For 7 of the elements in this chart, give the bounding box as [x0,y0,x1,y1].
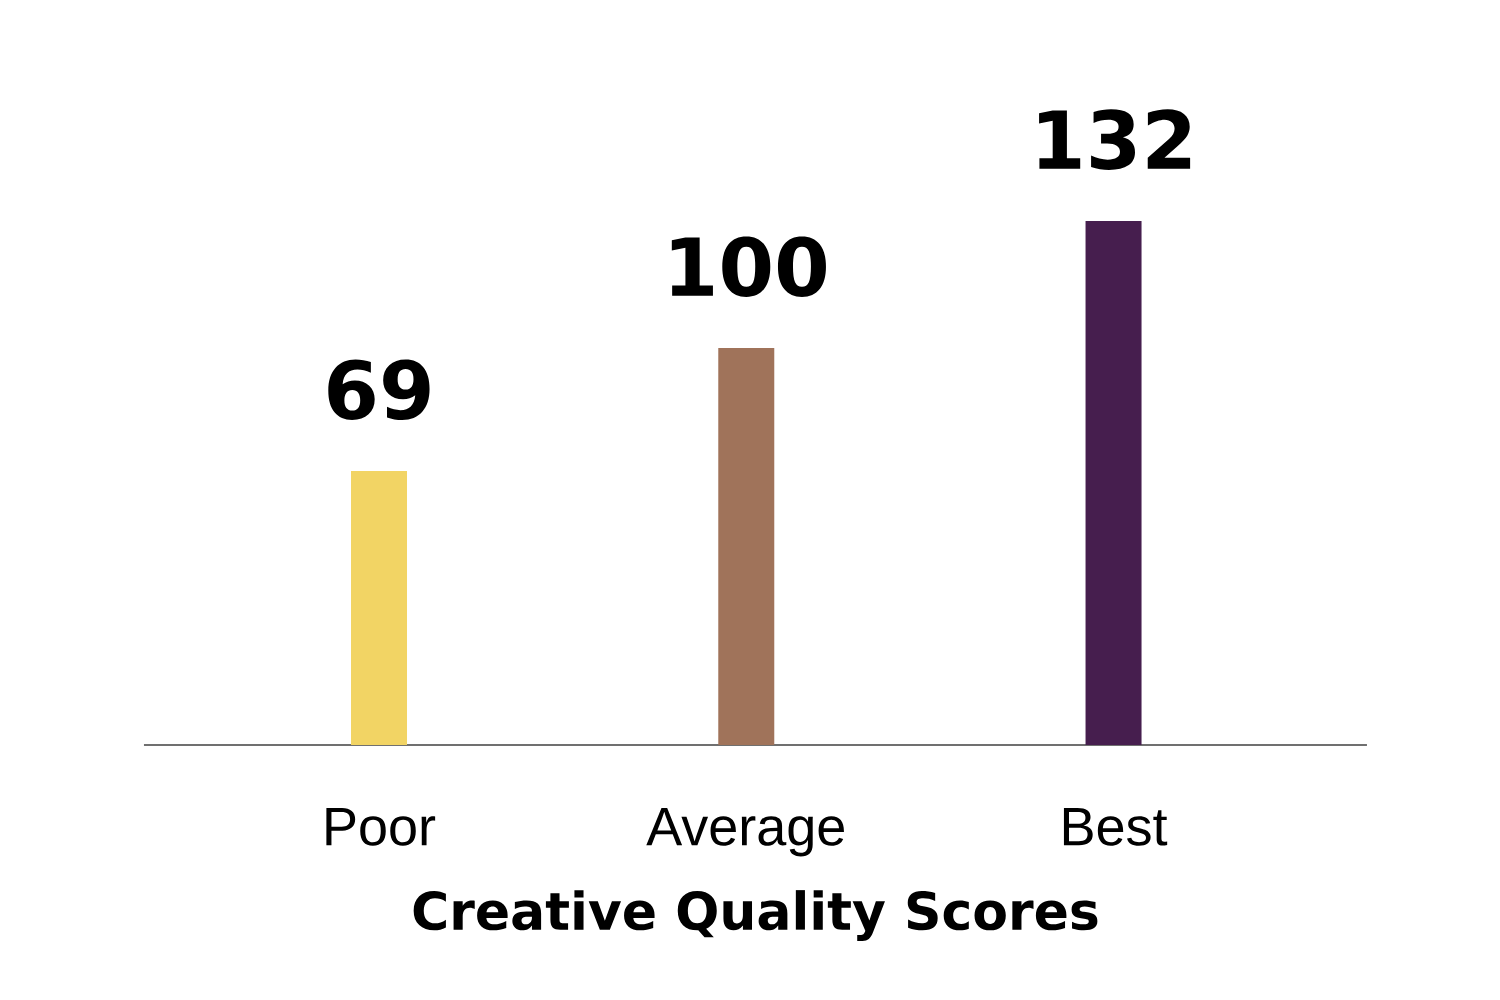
data-label: 132 [1039,109,1191,170]
data-label: 100 [671,236,826,297]
x-axis-title: Creative Quality Scores [413,890,1098,941]
x-tick-label: Average [646,808,844,857]
x-tick-label: Best [1063,808,1168,846]
data-label: 69 [328,359,430,420]
x-tick-label: Poor [326,808,436,846]
